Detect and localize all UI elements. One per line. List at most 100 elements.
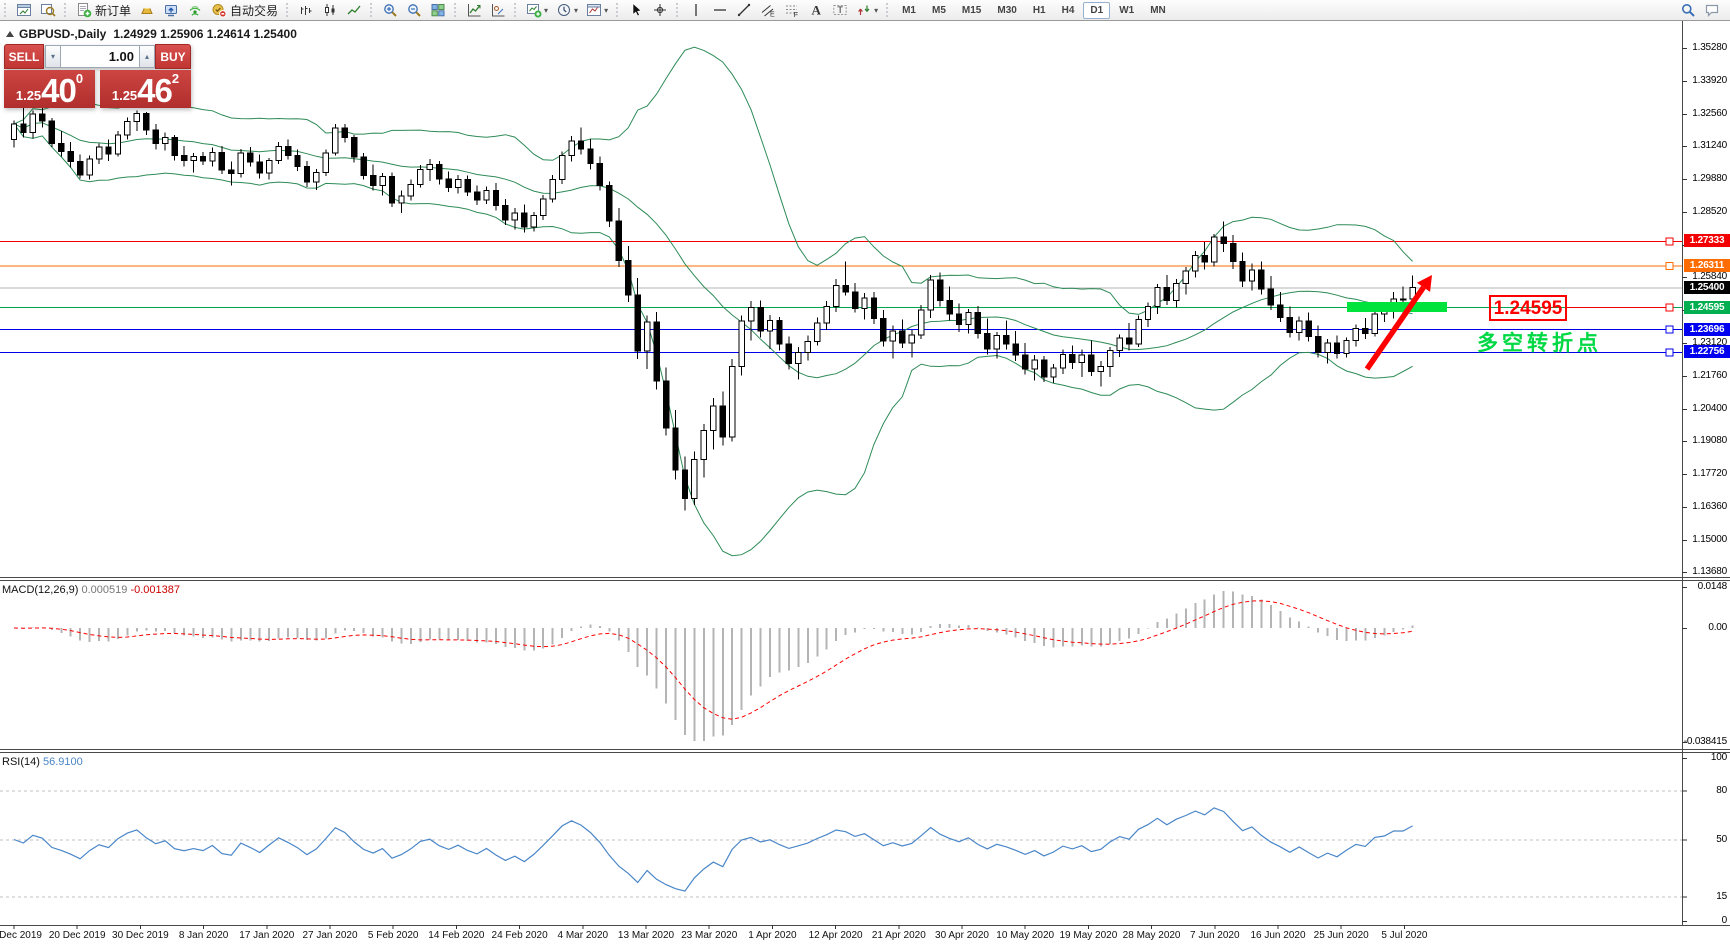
vertical-line-button[interactable] (685, 0, 707, 21)
timeframe-h1-button[interactable]: H1 (1032, 4, 1046, 16)
bullish-candle (275, 145, 282, 161)
new-order-button[interactable]: 新订单 (73, 0, 134, 21)
buy-price-display[interactable]: 1.25 46 2 (100, 70, 191, 108)
chart-window-button[interactable] (13, 0, 35, 21)
bearish-candle (1220, 236, 1227, 245)
line-chart-button[interactable] (343, 0, 365, 21)
template-chart-button[interactable]: ▾ (583, 0, 611, 21)
cursor-button[interactable] (625, 0, 647, 21)
arrow-objects-button[interactable]: ▾ (853, 0, 881, 21)
trendline-button[interactable] (733, 0, 755, 21)
bullish-candle (738, 320, 745, 368)
buy-button[interactable]: BUY (155, 44, 191, 69)
trendline-icon (737, 3, 751, 17)
main-plot[interactable] (0, 46, 1682, 557)
price-axis-label: 1.17720 (1692, 467, 1727, 479)
autotrading-button[interactable]: 自动交易 (208, 0, 281, 21)
toolbar-grip[interactable] (64, 3, 69, 17)
equidistant-channel-button[interactable]: E (757, 0, 779, 21)
tile-windows-button[interactable] (427, 0, 449, 21)
period-clock-button[interactable]: ▾ (553, 0, 581, 21)
objects-list-button[interactable] (487, 0, 509, 21)
bullish-candle (1097, 366, 1104, 372)
bearish-candle (1267, 288, 1275, 306)
zoom-in-button[interactable] (379, 0, 401, 21)
dropdown-arrow-icon[interactable]: ▾ (874, 5, 879, 15)
turning-point-annotation[interactable]: 多空转折点 (1477, 332, 1602, 355)
price-tag: 1.25400 (1684, 281, 1730, 295)
zoom-out-icon (408, 4, 421, 17)
fibonacci-button[interactable]: F (781, 0, 803, 21)
bullish-candle (407, 184, 415, 197)
zoom-out-button[interactable] (403, 0, 425, 21)
bullish-candle (29, 113, 37, 133)
toolbar-grip[interactable] (454, 3, 459, 17)
date-axis-label: 13 Mar 2020 (617, 930, 675, 941)
bar-chart-button[interactable] (295, 0, 317, 21)
timeframe-m5-button[interactable]: M5 (932, 4, 946, 16)
volume-input[interactable] (61, 45, 140, 68)
line-handle[interactable] (1665, 262, 1674, 271)
timeframe-mn-button[interactable]: MN (1150, 4, 1166, 16)
bar-chart-icon (301, 6, 312, 15)
text-button[interactable]: A (805, 0, 827, 21)
chart-preview-button[interactable] (37, 0, 59, 21)
text-label-button[interactable]: T (829, 0, 851, 21)
toolbar-grip[interactable] (370, 3, 375, 17)
timeframe-m1-button[interactable]: M1 (902, 4, 916, 16)
price-callout-box[interactable]: 1.24595 (1489, 295, 1567, 321)
toolbar-grip[interactable] (286, 3, 291, 17)
horizontal-line-button[interactable] (709, 0, 731, 21)
indicators-button[interactable] (463, 0, 485, 21)
toolbar-grip[interactable] (886, 3, 891, 17)
timeframe-d1-button[interactable]: D1 (1083, 1, 1111, 19)
new-chart-button[interactable]: ▾ (523, 0, 551, 21)
dropdown-arrow-icon[interactable]: ▾ (604, 5, 609, 15)
bollinger-band-line (13, 123, 1413, 557)
bullish-candle (1031, 359, 1038, 370)
bearish-candle (1286, 316, 1293, 334)
timeframe-m15-button[interactable]: M15 (961, 4, 982, 16)
volume-increase-button[interactable]: ▴ (139, 45, 155, 68)
candlestick-chart-button[interactable] (319, 0, 341, 21)
bearish-candle (143, 113, 150, 131)
rsi-name: RSI(14) (2, 756, 40, 768)
date-axis-label: 30 Apr 2020 (935, 930, 989, 941)
trend-arrow-annotation[interactable] (1364, 285, 1426, 371)
fibonacci-icon: F (786, 5, 799, 18)
timeframe-m30-button[interactable]: M30 (997, 4, 1017, 16)
line-handle[interactable] (1665, 348, 1674, 357)
date-axis-label: 24 Feb 2020 (491, 930, 548, 941)
bullish-candle (86, 158, 93, 176)
timeframe-h4-button[interactable]: H4 (1061, 4, 1075, 16)
date-axis-label: 21 Apr 2020 (871, 930, 926, 941)
dropdown-arrow-icon[interactable]: ▾ (574, 5, 579, 15)
dropdown-arrow-icon[interactable]: ▾ (544, 5, 549, 15)
bullish-candle (814, 322, 821, 343)
bollinger-band-line (13, 122, 1413, 379)
volume-decrease-button[interactable]: ▾ (45, 45, 61, 68)
crosshair-button[interactable] (649, 0, 671, 21)
toolbar-grip[interactable] (514, 3, 519, 17)
line-handle[interactable] (1665, 237, 1674, 246)
search-button[interactable] (1677, 0, 1699, 21)
bullish-candle (1296, 320, 1303, 334)
toolbar-grip[interactable] (676, 3, 681, 17)
terminal-upload-button[interactable] (160, 0, 182, 21)
bullish-candle (729, 366, 736, 438)
highlight-bar-annotation[interactable] (1347, 302, 1447, 313)
sell-price-display[interactable]: 1.25 40 0 (4, 70, 95, 108)
line-handle[interactable] (1665, 325, 1674, 334)
indicators-icon (468, 4, 481, 17)
timeframe-w1-button[interactable]: W1 (1119, 4, 1135, 16)
gold-ingot-button[interactable] (136, 0, 158, 21)
date-axis-label: 17 Jan 2020 (239, 930, 295, 941)
toolbar-grip[interactable] (616, 3, 621, 17)
line-handle[interactable] (1665, 303, 1674, 312)
sell-button[interactable]: SELL (4, 44, 44, 69)
toolbar-grip[interactable] (4, 3, 9, 17)
signal-button[interactable] (184, 0, 206, 21)
chat-button[interactable] (1701, 0, 1723, 21)
